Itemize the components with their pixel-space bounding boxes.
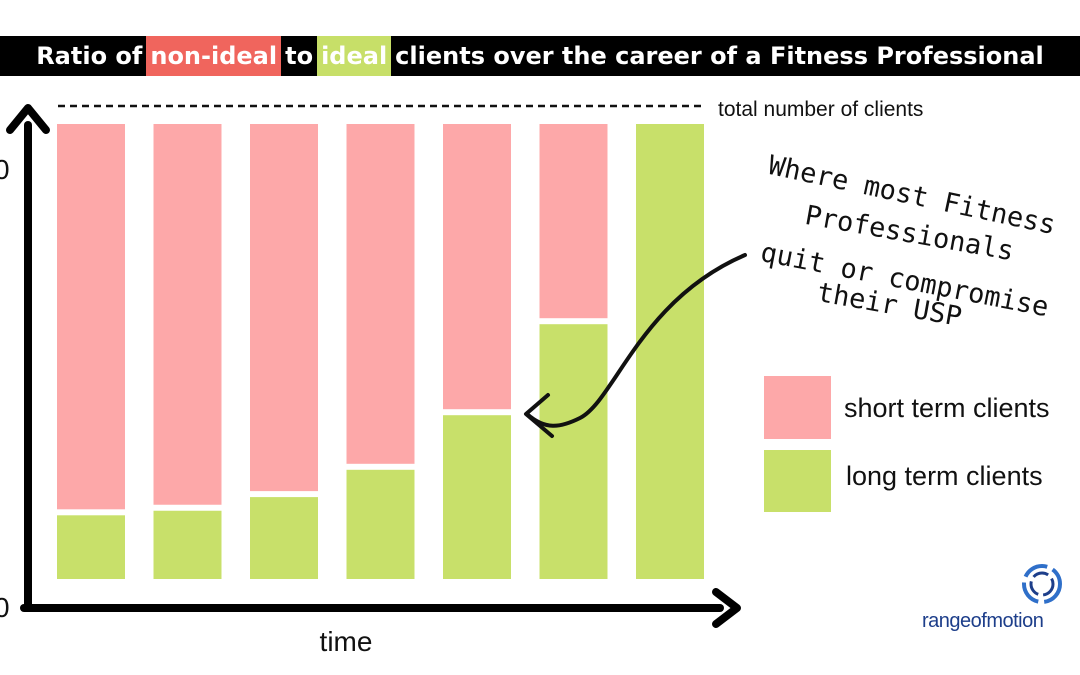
title-part-3: to	[285, 42, 314, 70]
title-part-5: clients over the career of a Fitness Pro…	[395, 42, 1044, 70]
bar-long-term-2	[153, 510, 222, 579]
logo-swirl-icon	[1022, 564, 1062, 604]
y-axis-arrowhead	[6, 104, 50, 134]
bar-short-term-3	[250, 124, 318, 492]
annotation-arrowhead	[524, 393, 554, 438]
title-highlight-non-ideal: non-ideal	[146, 36, 282, 76]
chart-title: Ratio of non-ideal to ideal clients over…	[0, 36, 1080, 76]
bar-short-term-5	[443, 124, 511, 410]
bar-short-term-6	[539, 124, 608, 319]
bar-long-term-1	[57, 515, 125, 579]
bar-long-term-4	[346, 469, 415, 579]
bar-long-term-6	[539, 324, 608, 579]
x-axis-arrowhead	[712, 588, 741, 628]
bar-long-term-7	[636, 124, 704, 579]
legend-swatch-long-term	[764, 450, 831, 512]
bar-long-term-3	[250, 497, 318, 579]
x-axis-label: time	[320, 626, 373, 657]
annotation-curve-arrow	[525, 253, 747, 428]
title-highlight-ideal: ideal	[317, 36, 392, 76]
total-clients-label: total number of clients	[718, 98, 923, 121]
bars-group	[57, 124, 704, 579]
bar-short-term-2	[153, 124, 222, 505]
legend-label-long-term: long term clients	[846, 461, 1043, 491]
legend-label-short-term: short term clients	[844, 393, 1050, 423]
title-part-1: Ratio of	[36, 42, 143, 70]
bar-short-term-4	[346, 124, 415, 464]
range-of-motion-logo: rangeofmotion	[918, 560, 1080, 640]
bar-long-term-5	[443, 415, 511, 579]
bar-short-term-1	[57, 124, 125, 510]
logo-text: rangeofmotion	[922, 610, 1044, 632]
y-tick-label-top: 0	[0, 154, 10, 185]
y-tick-label-bottom: 0	[0, 592, 10, 623]
legend-swatch-short-term	[764, 376, 831, 439]
